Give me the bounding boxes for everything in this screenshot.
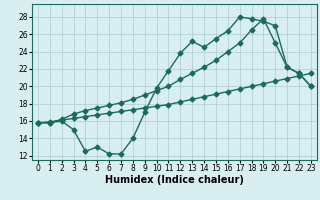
X-axis label: Humidex (Indice chaleur): Humidex (Indice chaleur) — [105, 175, 244, 185]
